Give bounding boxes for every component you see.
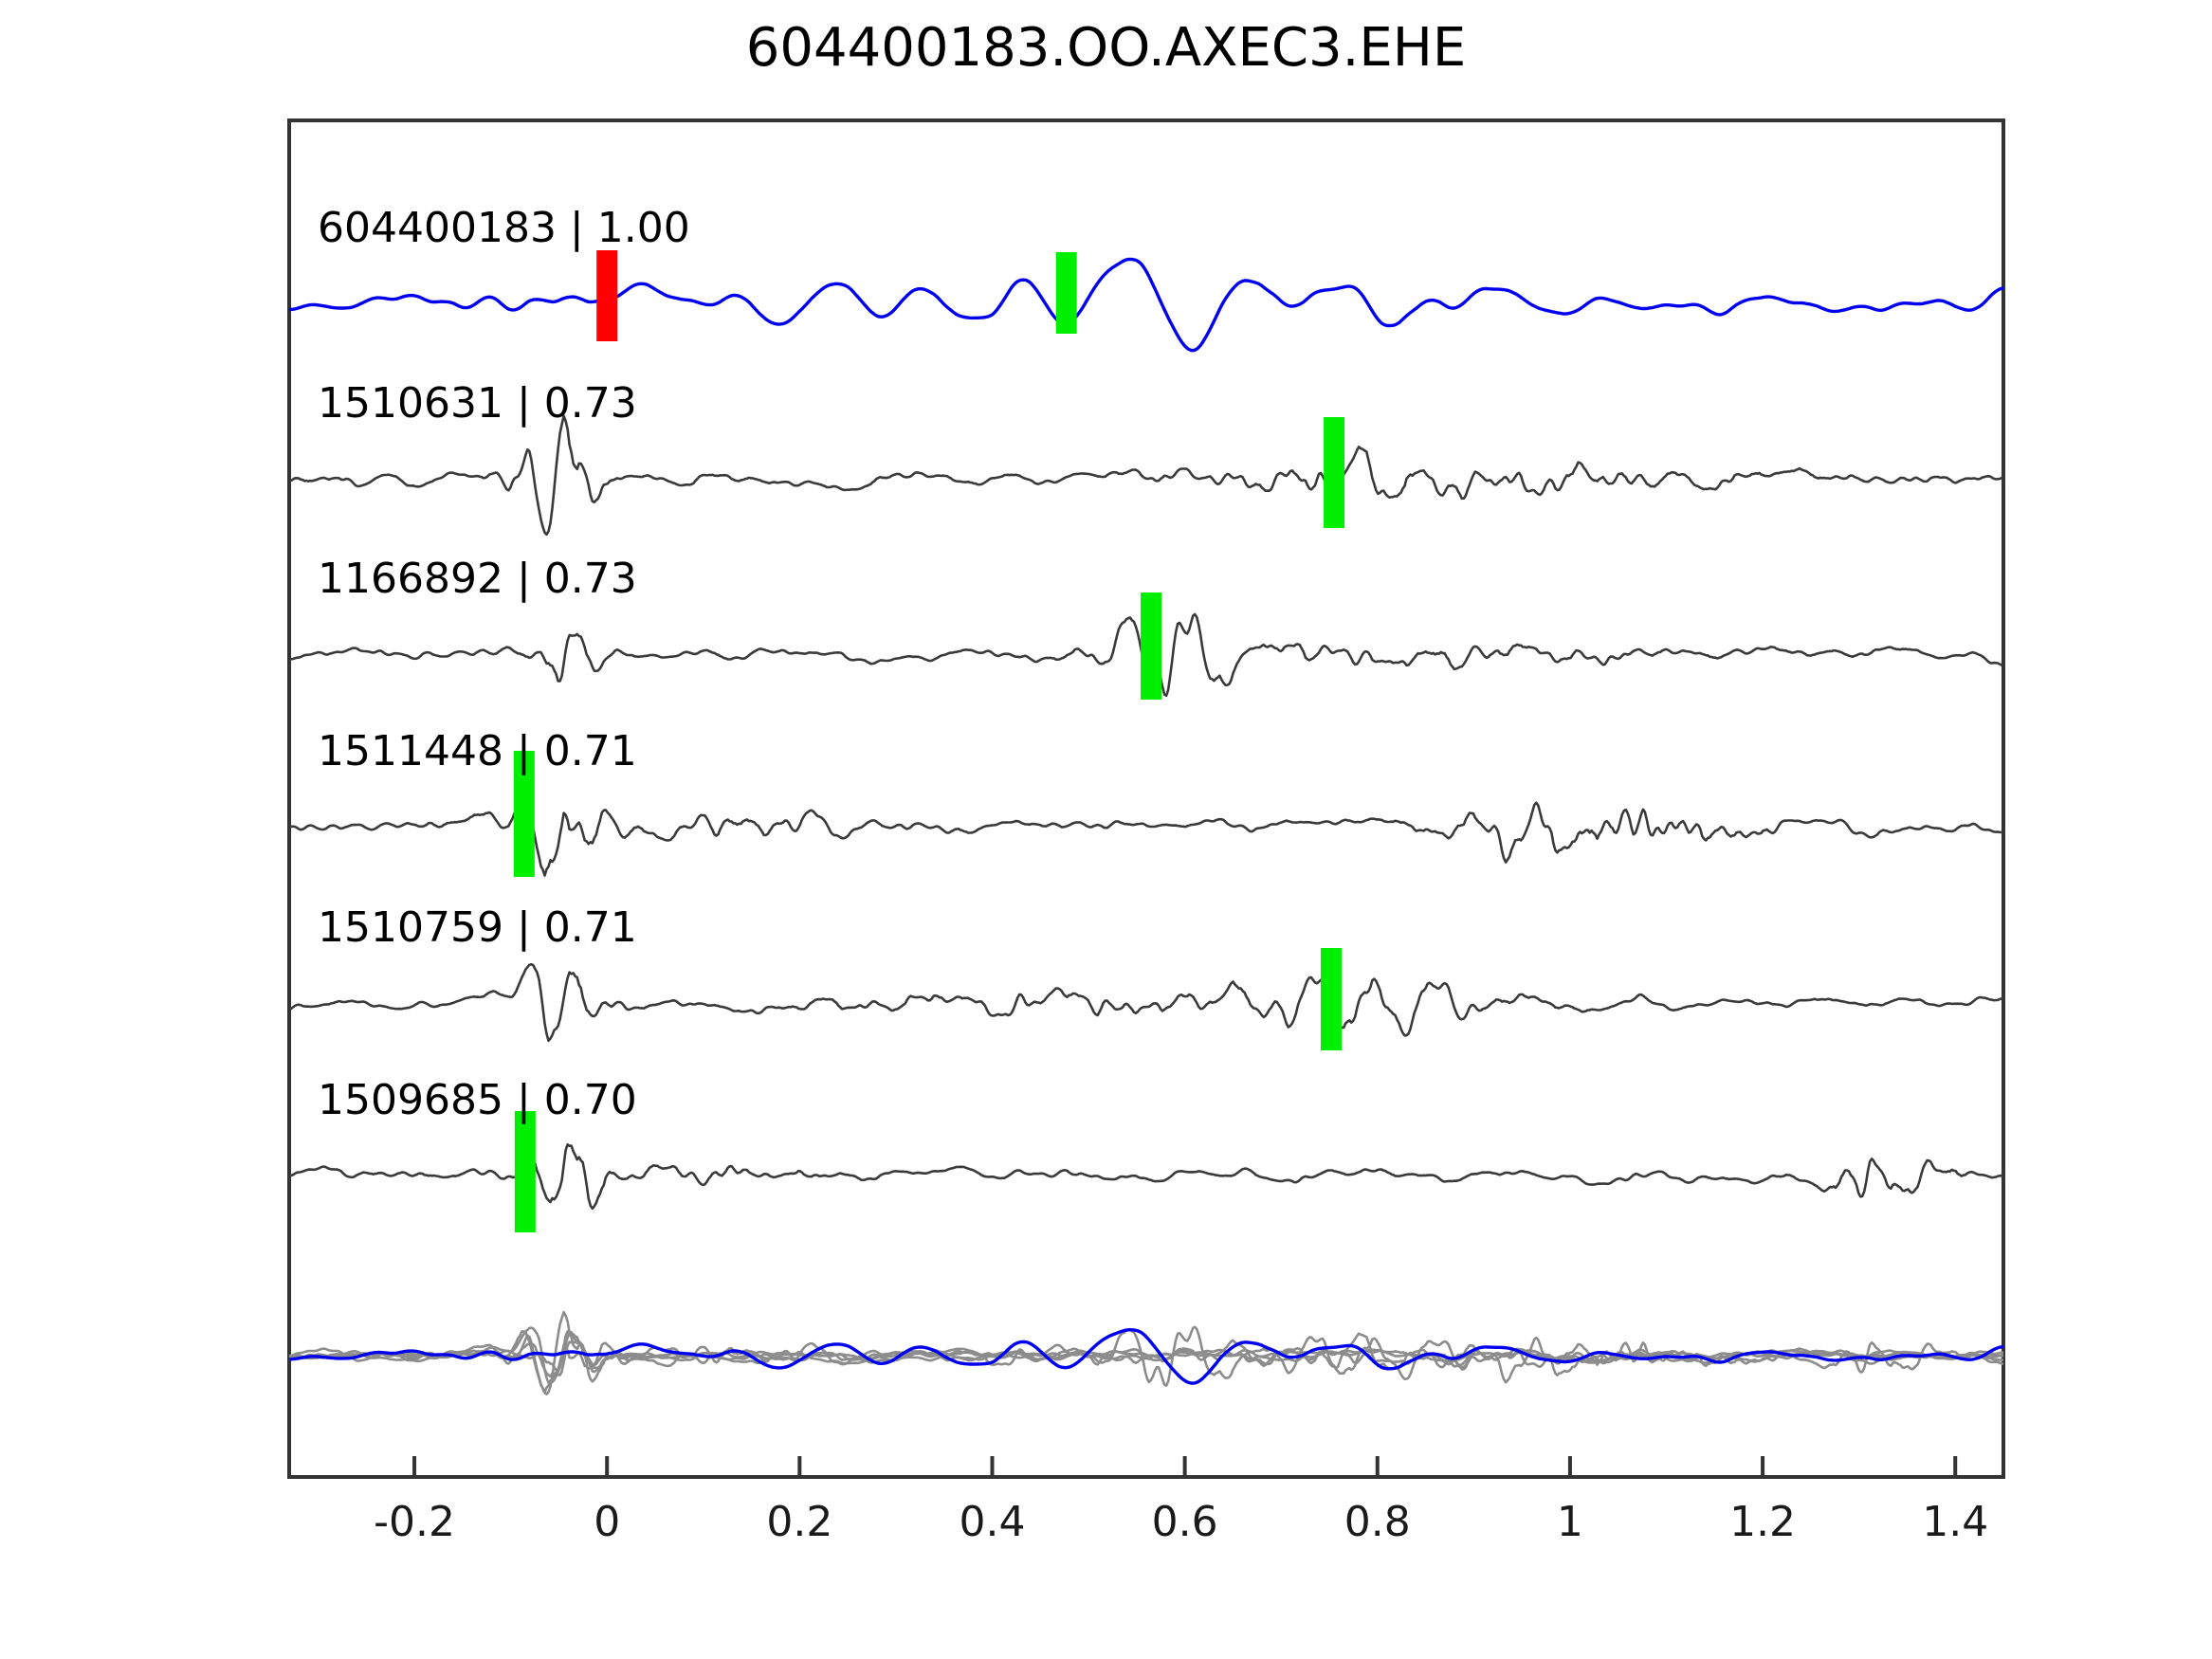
s-pick-marker bbox=[1324, 417, 1345, 528]
trace-label: 1166892 | 0.73 bbox=[318, 555, 637, 603]
trace-label: 604400183 | 1.00 bbox=[318, 204, 690, 252]
x-tick-label: 0.8 bbox=[1344, 1498, 1411, 1546]
waveform-trace bbox=[288, 793, 2004, 877]
trace-label: 1510759 | 0.71 bbox=[318, 903, 637, 952]
axes-frame bbox=[287, 118, 2005, 1479]
trace-label: 1509685 | 0.70 bbox=[318, 1076, 637, 1124]
waveform-trace bbox=[288, 962, 2004, 1043]
s-pick-marker bbox=[513, 751, 535, 877]
page-title: 604400183.OO.AXEC3.EHE bbox=[745, 17, 1467, 79]
s-pick-marker bbox=[1055, 252, 1077, 334]
x-tick-label: 0 bbox=[594, 1498, 621, 1546]
s-pick-marker bbox=[1321, 948, 1343, 1050]
x-tick-label: 0.4 bbox=[959, 1498, 1026, 1546]
x-tick-label: 1.4 bbox=[1922, 1498, 1989, 1546]
waveform-trace bbox=[288, 414, 2004, 537]
waveform-trace bbox=[288, 1143, 2004, 1211]
s-pick-marker bbox=[514, 1111, 536, 1232]
x-axis-ticks bbox=[412, 1456, 1958, 1477]
x-tick-label: 1.2 bbox=[1729, 1498, 1797, 1546]
trace-label: 1510631 | 0.73 bbox=[318, 379, 637, 428]
p-pick-marker bbox=[596, 250, 618, 341]
s-pick-marker bbox=[1141, 592, 1162, 700]
axes-border bbox=[287, 118, 2005, 1479]
waveform-traces bbox=[288, 257, 2004, 1395]
x-tick-label: 1 bbox=[1556, 1498, 1583, 1546]
x-tick-label: -0.2 bbox=[374, 1498, 455, 1546]
x-tick-label: 0.2 bbox=[766, 1498, 833, 1546]
stack-template-trace bbox=[288, 1328, 2004, 1385]
pick-markers bbox=[513, 250, 1345, 1232]
x-tick-label: 0.6 bbox=[1151, 1498, 1218, 1546]
stack-overlay-trace bbox=[288, 1330, 2004, 1383]
waveform-trace bbox=[288, 257, 2004, 353]
trace-label: 1511448 | 0.71 bbox=[318, 727, 637, 775]
